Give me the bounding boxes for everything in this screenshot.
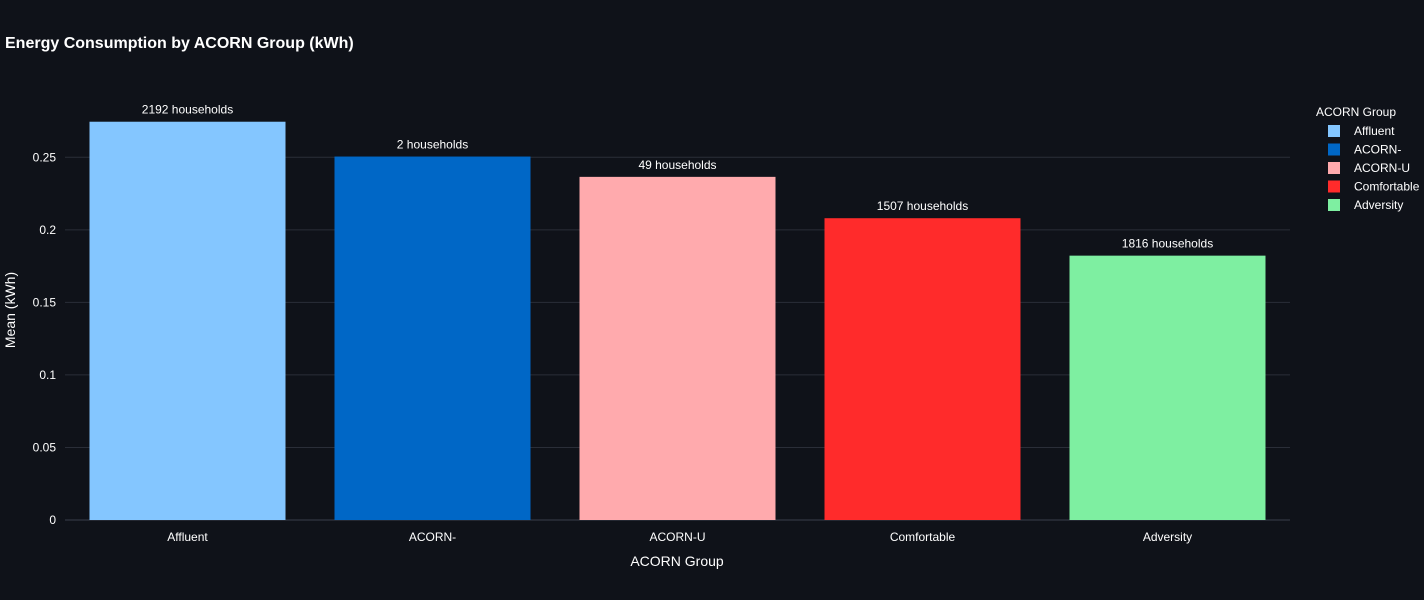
legend-label: Comfortable [1354,180,1420,194]
bar-affluent[interactable] [89,121,286,520]
legend-label: Affluent [1354,124,1395,138]
bar-data-label: 2 households [397,138,468,152]
legend-item-acorn-u[interactable]: ACORN-U [1328,161,1410,175]
y-axis-ticks: 0 0.05 0.1 0.15 0.2 0.25 [33,150,57,527]
x-tick-label: ACORN-U [650,530,706,544]
bar-comfortable[interactable] [824,218,1021,520]
y-axis-title: Mean (kWh) [2,272,18,348]
y-tick-label: 0.25 [33,150,57,164]
legend-swatch [1328,180,1340,193]
legend-label: ACORN- [1354,143,1401,157]
legend-title: ACORN Group [1316,105,1396,119]
x-tick-label: ACORN- [409,530,456,544]
bar-adversity[interactable] [1069,255,1266,521]
legend-item-comfortable[interactable]: Comfortable [1328,180,1420,194]
x-axis-ticks: Affluent ACORN- ACORN-U Comfortable Adversit… [167,530,1192,544]
legend-label: ACORN-U [1354,161,1410,175]
y-tick-label: 0.15 [33,295,57,309]
y-tick-label: 0.1 [39,368,56,382]
x-axis-title: ACORN Group [630,553,724,569]
x-tick-label: Comfortable [890,530,956,544]
legend-item-acorn[interactable]: ACORN- [1328,143,1401,157]
y-tick-label: 0.05 [33,440,57,454]
bar-data-label: 1816 households [1122,237,1213,251]
bar-acorn[interactable] [334,156,531,520]
y-tick-label: 0 [49,513,56,527]
chart-title: Energy Consumption by ACORN Group (kWh) [5,35,354,52]
legend-swatch [1328,143,1340,156]
bar-acorn-u[interactable] [579,176,776,521]
legend-label: Adversity [1354,198,1403,212]
x-tick-label: Affluent [167,530,208,544]
x-tick-label: Adversity [1143,530,1192,544]
legend-item-affluent[interactable]: Affluent [1328,124,1395,138]
bar-data-label: 2192 households [142,103,233,117]
legend-swatch [1328,199,1340,211]
data-labels: 2192 households 2 households 49 households… [142,103,1213,251]
legend-swatch [1328,162,1340,174]
legend-item-adversity[interactable]: Adversity [1328,198,1403,212]
bar-data-label: 49 households [638,158,716,172]
legend-swatch [1328,125,1340,137]
bars [89,121,1266,521]
legend[interactable]: ACORN Group Affluent ACORN- ACORN-U Comfort… [1316,105,1420,212]
y-tick-label: 0.2 [39,223,56,237]
bar-data-label: 1507 households [877,199,968,213]
